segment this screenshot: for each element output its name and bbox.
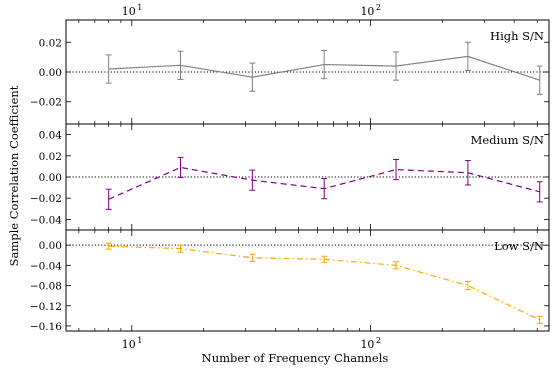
y-tick-label: −0.08 — [30, 281, 62, 293]
panel-label: Low S/N — [494, 239, 544, 253]
x-tick-label-top-exp: 1 — [137, 3, 142, 12]
y-tick-label: 0.02 — [39, 37, 62, 49]
series-low — [105, 242, 543, 324]
x-tick-label-top-exp: 2 — [376, 3, 381, 12]
y-tick-label: −0.04 — [30, 260, 62, 272]
series-line — [108, 245, 540, 321]
x-tick-label-bottom-exp: 2 — [376, 336, 381, 345]
y-tick-label: −0.02 — [30, 193, 62, 205]
panel-high: 0.02 0.00 −0.02 High S/N — [30, 19, 550, 125]
y-tick-label: −0.04 — [30, 214, 62, 226]
panel-medium: 0.04 0.02 0.00 −0.02 −0.04 Medium S/N — [30, 123, 550, 231]
x-tick-label-bottom: 10 — [122, 338, 136, 351]
panel-frame — [65, 229, 550, 332]
x-tick-label-bottom-exp: 1 — [137, 336, 142, 345]
y-tick-label: −0.16 — [30, 321, 62, 333]
y-tick-label: 0.00 — [39, 240, 62, 252]
y-tick-label: 0.02 — [39, 151, 62, 163]
y-tick-label: 0.00 — [39, 172, 62, 184]
y-axis-label: Sample Correlation Coefficient — [7, 85, 21, 266]
panel-label: High S/N — [490, 29, 544, 43]
x-tick-label-bottom: 10 — [360, 338, 374, 351]
y-tick-label: −0.12 — [30, 301, 62, 313]
x-axis-label: Number of Frequency Channels — [202, 351, 389, 365]
y-tick-label: 0.04 — [39, 130, 63, 142]
x-tick-label-top: 10 — [122, 5, 136, 18]
y-tick-label: 0.00 — [39, 67, 62, 79]
x-tick-label-top: 10 — [360, 5, 374, 18]
panel-low: 0.00 −0.04 −0.08 −0.12 −0.16 Low S/N — [30, 229, 550, 333]
series-line — [108, 55, 540, 81]
y-tick-label: −0.02 — [30, 97, 62, 109]
series-line — [108, 166, 540, 200]
series-medium — [105, 156, 543, 210]
series-high — [105, 41, 543, 95]
panel-label: Medium S/N — [471, 133, 544, 147]
